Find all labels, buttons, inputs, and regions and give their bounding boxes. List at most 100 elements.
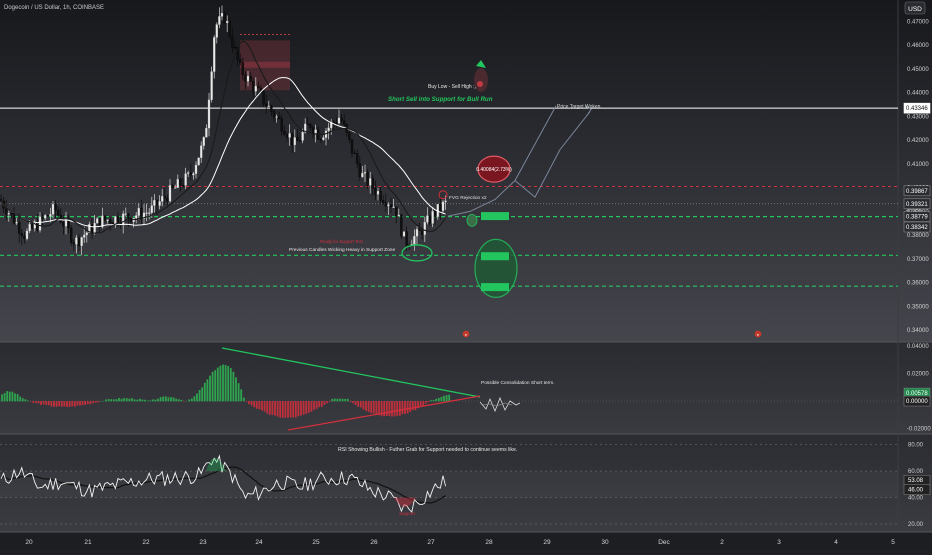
candle-body [294, 137, 296, 144]
candle-body [112, 223, 114, 224]
candle-body [70, 228, 72, 243]
macd-bar-negative [71, 401, 73, 406]
macd-bar-negative [292, 401, 294, 417]
macd-bar-positive [433, 400, 435, 401]
macd-bar-negative [261, 401, 263, 410]
candle-body [367, 172, 369, 185]
macd-bar-negative [274, 401, 276, 415]
macd-bar-negative [363, 401, 365, 409]
candle-body [309, 124, 311, 128]
candle-body [148, 213, 150, 214]
candle-body [424, 222, 426, 234]
macd-bar-negative [92, 401, 94, 403]
candle-body [372, 178, 374, 188]
macd-bar-negative [396, 401, 398, 416]
candle-body [192, 174, 194, 175]
candle-body [29, 224, 31, 231]
candle-body [286, 135, 288, 138]
symbol-title: Dogecoin / US Dollar, 1h, COINBASE [4, 5, 104, 11]
macd-bar-positive [14, 393, 16, 401]
candle-body [413, 236, 415, 244]
candle-body [138, 208, 140, 215]
candle-body [281, 119, 283, 132]
price-target-text: Price Target Woken [557, 104, 601, 110]
candle-body [257, 86, 259, 88]
candle-body [182, 185, 184, 186]
candle-body [179, 179, 181, 185]
macd-bar-positive [113, 399, 115, 401]
candle-body [190, 173, 192, 175]
macd-bar-negative [389, 401, 391, 416]
macd-bar-positive [4, 393, 6, 401]
price-tick-label: 0.37000 [907, 257, 929, 263]
candle-body [296, 137, 298, 140]
macd-bar-positive [199, 390, 201, 401]
candle-body [26, 231, 28, 239]
macd-bar-negative [58, 401, 60, 406]
macd-bar-negative [368, 401, 370, 412]
macd-bar-negative [56, 401, 58, 407]
candle-body [426, 216, 428, 223]
macd-bar-negative [404, 401, 406, 414]
macd-bar-positive [165, 396, 167, 401]
candle-body [23, 236, 25, 239]
macd-bar-positive [6, 391, 8, 401]
macd-bar-positive [209, 376, 211, 402]
candle-body [270, 106, 272, 112]
macd-bar-negative [35, 401, 37, 403]
support-tag [481, 252, 509, 260]
time-tick-label: 5 [891, 539, 895, 546]
macd-bar-negative [324, 401, 326, 405]
macd-bar-negative [378, 401, 380, 415]
candle-body [5, 208, 7, 214]
time-tick-label: 20 [25, 539, 33, 546]
macd-bar-negative [43, 401, 45, 404]
candle-body [273, 112, 275, 117]
macd-bar-negative [402, 401, 404, 414]
macd-bar-negative [256, 401, 258, 409]
price-badge-label: 0.39321 [906, 202, 928, 208]
macd-bar-positive [225, 365, 227, 401]
candle-body [205, 128, 207, 137]
price-zones [240, 34, 290, 90]
short-sell-text: Short Sell into Support for Bull Run [388, 96, 493, 103]
candle-body [291, 133, 293, 144]
macd-bar-positive [181, 400, 183, 401]
macd-tick-label: 0.04000 [907, 344, 929, 350]
macd-bar-positive [430, 400, 432, 401]
macd-bar-positive [12, 392, 14, 402]
macd-bar-negative [365, 401, 367, 411]
candle-body [107, 220, 109, 221]
price-badge-label: 0.38779 [906, 215, 928, 221]
macd-bar-positive [334, 399, 336, 402]
candle-body [172, 185, 174, 187]
candle-body [125, 214, 127, 215]
candle-body [83, 235, 85, 237]
macd-bar-negative [287, 401, 289, 418]
macd-bar-positive [168, 397, 170, 401]
price-tick-label: 0.43000 [907, 114, 929, 120]
macd-bar-positive [108, 399, 110, 401]
macd-bar-positive [170, 397, 172, 401]
candle-body [218, 16, 220, 24]
candle-body [374, 188, 376, 194]
macd-bar-negative [350, 401, 352, 402]
macd-bar-positive [227, 366, 229, 401]
macd-bar-positive [144, 400, 146, 402]
macd-bar-positive [201, 387, 203, 401]
candle-body [406, 232, 408, 246]
macd-bar-negative [51, 401, 53, 406]
candle-body [187, 173, 189, 174]
macd-bar-negative [87, 401, 89, 404]
previous-candles-text: Previous Candles Wicking Heavy in Suppor… [289, 247, 395, 253]
macd-bar-positive [123, 398, 125, 401]
macd-bar-negative [383, 401, 385, 416]
macd-bar-negative [313, 401, 315, 410]
candle-body [153, 200, 155, 205]
macd-bar-positive [347, 399, 349, 401]
candle-body [36, 223, 38, 231]
candle-body [361, 173, 363, 177]
candle-body [211, 72, 213, 100]
price-tick-label: 0.35000 [907, 304, 929, 310]
price-pane [0, 0, 932, 342]
